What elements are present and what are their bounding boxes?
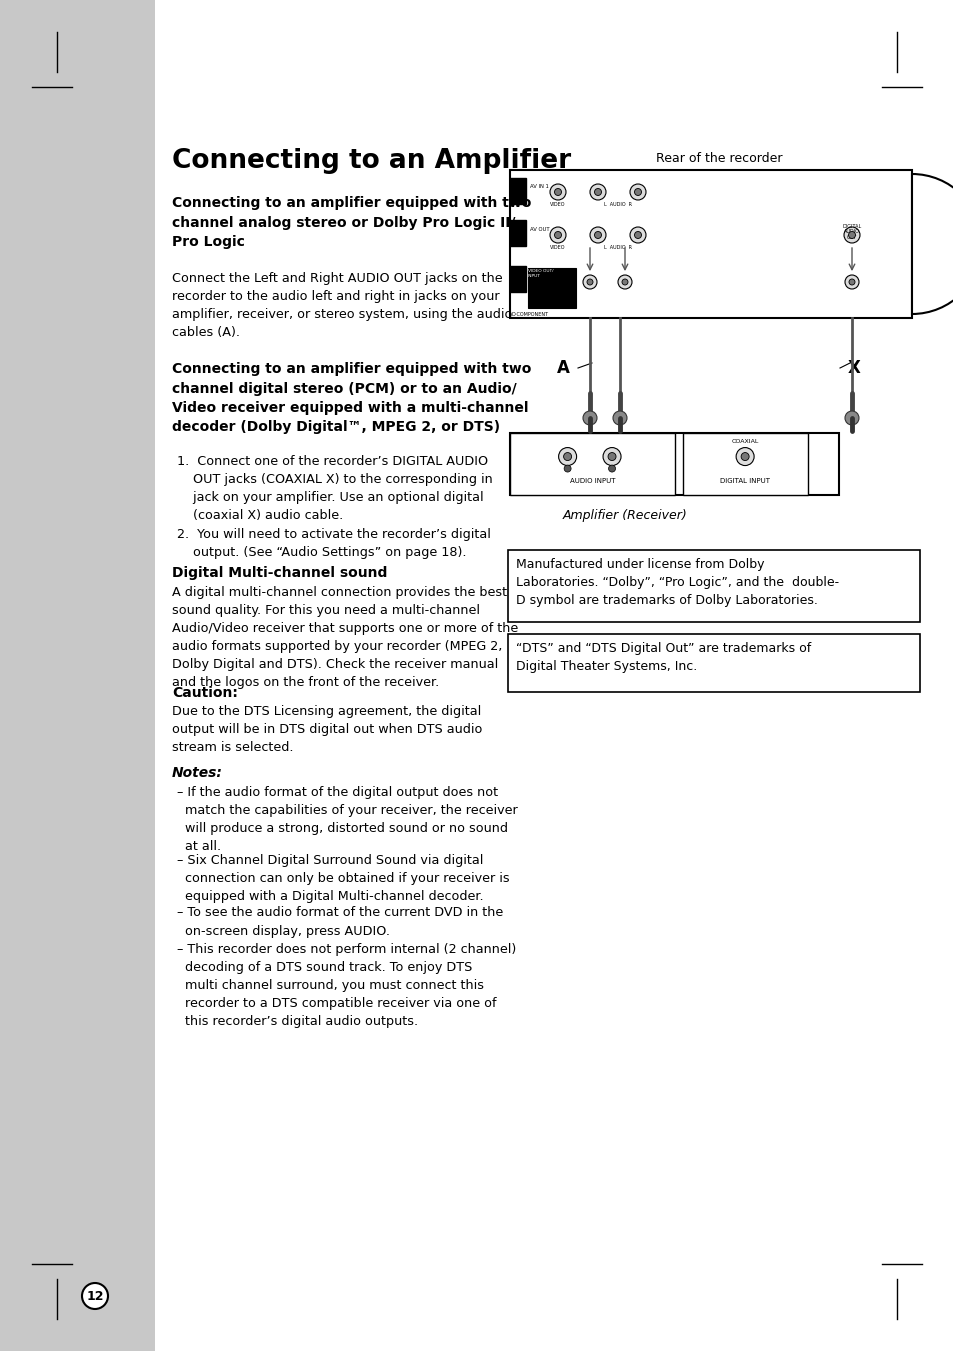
Circle shape xyxy=(847,231,855,239)
Circle shape xyxy=(602,447,620,466)
Circle shape xyxy=(558,447,576,466)
Text: L  AUDIO  R: L AUDIO R xyxy=(603,203,631,207)
Text: AV IN 1: AV IN 1 xyxy=(530,184,548,189)
Circle shape xyxy=(629,184,645,200)
Text: Due to the DTS Licensing agreement, the digital
output will be in DTS digital ou: Due to the DTS Licensing agreement, the … xyxy=(172,705,482,754)
Circle shape xyxy=(740,453,748,461)
Bar xyxy=(507,550,919,621)
Bar xyxy=(0,0,154,1351)
Text: D-COMPONENT: D-COMPONENT xyxy=(511,312,548,317)
Text: – To see the audio format of the current DVD in the
  on-screen display, press A: – To see the audio format of the current… xyxy=(177,907,503,938)
Bar xyxy=(510,266,525,292)
Text: X: X xyxy=(847,359,860,377)
Circle shape xyxy=(563,453,571,461)
Text: “DTS” and “DTS Digital Out” are trademarks of
Digital Theater Systems, Inc.: “DTS” and “DTS Digital Out” are trademar… xyxy=(516,642,810,673)
Circle shape xyxy=(589,227,605,243)
Bar xyxy=(527,267,576,308)
Text: 12: 12 xyxy=(86,1289,104,1302)
Circle shape xyxy=(844,276,858,289)
Circle shape xyxy=(589,184,605,200)
Circle shape xyxy=(848,280,854,285)
Circle shape xyxy=(634,189,640,196)
Text: 1.  Connect one of the recorder’s DIGITAL AUDIO
    OUT jacks (COAXIAL X) to the: 1. Connect one of the recorder’s DIGITAL… xyxy=(177,455,493,521)
Circle shape xyxy=(843,227,859,243)
Circle shape xyxy=(582,411,597,426)
Text: DIGITAL INPUT: DIGITAL INPUT xyxy=(720,478,769,485)
Text: AUDIO INPUT: AUDIO INPUT xyxy=(569,478,615,485)
Circle shape xyxy=(554,189,561,196)
Text: A digital multi-channel connection provides the best
sound quality. For this you: A digital multi-channel connection provi… xyxy=(172,586,517,689)
Bar xyxy=(510,220,525,246)
Text: AV OUT: AV OUT xyxy=(530,227,549,232)
Circle shape xyxy=(82,1283,108,1309)
Bar xyxy=(510,178,525,204)
Text: DIGITAL
AUDIO
OUT: DIGITAL AUDIO OUT xyxy=(841,224,861,239)
Bar xyxy=(507,634,919,692)
Text: L  AUDIO  R: L AUDIO R xyxy=(603,245,631,250)
Circle shape xyxy=(554,231,561,239)
Circle shape xyxy=(844,411,858,426)
Circle shape xyxy=(629,227,645,243)
Text: Caution:: Caution: xyxy=(172,686,237,700)
Text: Connect the Left and Right AUDIO OUT jacks on the
recorder to the audio left and: Connect the Left and Right AUDIO OUT jac… xyxy=(172,272,512,339)
Text: – If the audio format of the digital output does not
  match the capabilities of: – If the audio format of the digital out… xyxy=(177,786,517,852)
Text: VIDEO: VIDEO xyxy=(550,203,565,207)
Text: 2.  You will need to activate the recorder’s digital
    output. (See “Audio Set: 2. You will need to activate the recorde… xyxy=(177,528,491,559)
Circle shape xyxy=(550,184,565,200)
Bar xyxy=(510,434,674,494)
Wedge shape xyxy=(911,174,953,313)
Circle shape xyxy=(618,276,631,289)
Text: Notes:: Notes: xyxy=(172,766,223,780)
Circle shape xyxy=(594,189,601,196)
Text: A: A xyxy=(557,359,569,377)
Circle shape xyxy=(582,276,597,289)
Text: VIDEO: VIDEO xyxy=(550,245,565,250)
Text: COAXIAL: COAXIAL xyxy=(731,439,758,444)
Circle shape xyxy=(621,280,627,285)
Text: Manufactured under license from Dolby
Laboratories. “Dolby”, “Pro Logic”, and th: Manufactured under license from Dolby La… xyxy=(516,558,839,607)
Text: Digital Multi-channel sound: Digital Multi-channel sound xyxy=(172,566,387,580)
Circle shape xyxy=(586,280,593,285)
Circle shape xyxy=(634,231,640,239)
Text: VIDEO OUT/
INPUT: VIDEO OUT/ INPUT xyxy=(527,269,553,277)
Circle shape xyxy=(736,447,753,466)
Text: – This recorder does not perform internal (2 channel)
  decoding of a DTS sound : – This recorder does not perform interna… xyxy=(177,943,516,1028)
Circle shape xyxy=(594,231,601,239)
Bar xyxy=(510,170,911,317)
Circle shape xyxy=(563,465,571,471)
Bar xyxy=(510,434,839,494)
Text: Connecting to an amplifier equipped with two
channel analog stereo or Dolby Pro : Connecting to an amplifier equipped with… xyxy=(172,196,531,249)
Bar xyxy=(681,434,807,494)
Circle shape xyxy=(550,227,565,243)
Text: Connecting to an amplifier equipped with two
channel digital stereo (PCM) or to : Connecting to an amplifier equipped with… xyxy=(172,362,531,435)
Circle shape xyxy=(607,453,616,461)
Text: Rear of the recorder: Rear of the recorder xyxy=(655,153,781,165)
Text: Amplifier (Receiver): Amplifier (Receiver) xyxy=(562,509,687,521)
Text: Connecting to an Amplifier: Connecting to an Amplifier xyxy=(172,149,571,174)
Circle shape xyxy=(613,411,626,426)
Circle shape xyxy=(608,465,615,471)
Text: – Six Channel Digital Surround Sound via digital
  connection can only be obtain: – Six Channel Digital Surround Sound via… xyxy=(177,854,509,902)
